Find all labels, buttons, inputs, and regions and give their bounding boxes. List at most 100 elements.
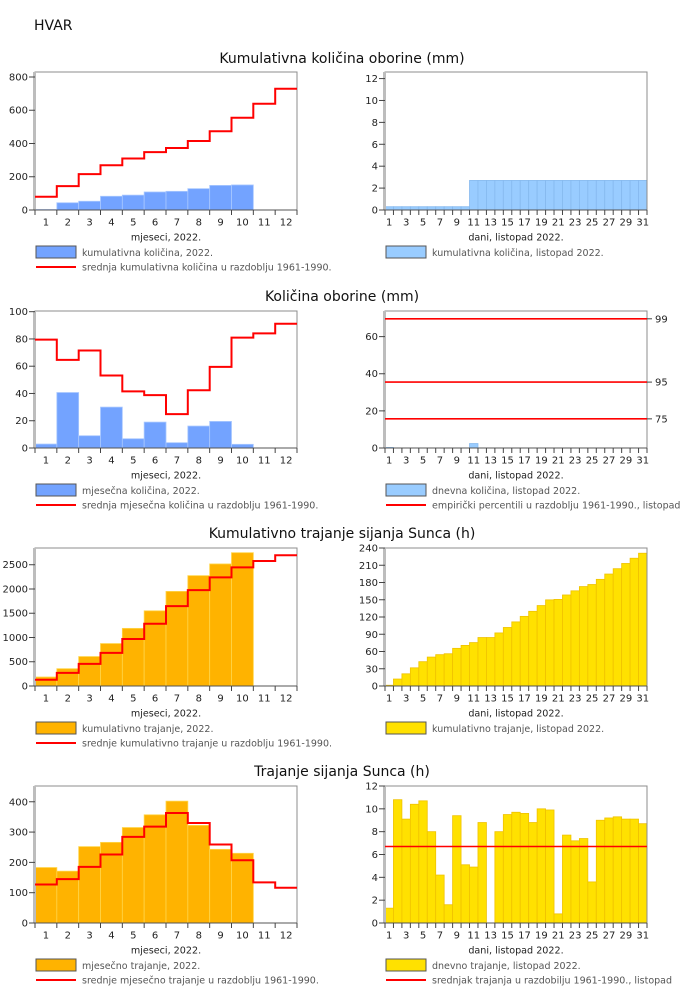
bar xyxy=(78,435,101,449)
bar xyxy=(143,610,167,687)
y-tick-label: 1500 xyxy=(3,609,28,620)
x-tick-label: 25 xyxy=(586,456,599,467)
y-tick-label: 0 xyxy=(22,919,28,930)
bar xyxy=(384,907,394,924)
x-tick-label: 12 xyxy=(280,456,293,467)
section-title-sunshine: Trajanje sijanja Sunca (h) xyxy=(253,764,430,780)
x-tick-label: 7 xyxy=(437,931,443,942)
x-tick-label: 1 xyxy=(386,694,392,705)
bar xyxy=(452,815,462,924)
bar xyxy=(536,808,546,924)
bar xyxy=(100,406,123,449)
x-tick-label: 7 xyxy=(174,694,180,705)
bar xyxy=(612,180,623,211)
y-tick-label: 100 xyxy=(9,888,28,899)
x-tick-label: 21 xyxy=(552,456,565,467)
bar xyxy=(100,195,123,211)
y-tick-label: 2000 xyxy=(3,584,28,595)
x-tick-label: 6 xyxy=(152,218,158,229)
legend-label: mjesečna količina, 2022. xyxy=(82,486,200,497)
x-tick-label: 5 xyxy=(130,931,136,942)
x-tick-label: 31 xyxy=(636,456,649,467)
bar xyxy=(612,568,623,687)
x-tick-label: 8 xyxy=(196,694,202,705)
bar xyxy=(426,656,437,687)
y-tick-label: 400 xyxy=(9,139,28,150)
bar xyxy=(121,627,145,687)
bar xyxy=(435,654,445,687)
x-tick-label: 19 xyxy=(535,218,548,229)
y-tick-label: 40 xyxy=(15,389,28,400)
bar xyxy=(536,180,546,211)
y-tick-label: 2500 xyxy=(3,560,28,571)
x-tick-label: 17 xyxy=(518,218,531,229)
x-tick-label: 29 xyxy=(620,456,633,467)
bar xyxy=(621,818,631,924)
x-tick-label: 1 xyxy=(43,694,49,705)
x-tick-label: 10 xyxy=(236,694,249,705)
x-tick-label: 17 xyxy=(518,456,531,467)
y-tick-label: 60 xyxy=(15,362,28,373)
x-tick-label: 9 xyxy=(454,456,460,467)
bar xyxy=(629,180,639,211)
y-tick-label: 2 xyxy=(372,896,378,907)
bar xyxy=(418,800,428,924)
plot-background xyxy=(35,72,297,210)
bar xyxy=(143,814,167,924)
x-tick-label: 23 xyxy=(569,931,582,942)
x-tick-label: 9 xyxy=(454,218,460,229)
bar xyxy=(519,615,530,687)
y-tick-label: 60 xyxy=(365,332,378,343)
x-tick-label: 27 xyxy=(603,218,616,229)
bar xyxy=(34,676,58,687)
x-tick-label: 8 xyxy=(196,456,202,467)
bar xyxy=(595,578,606,687)
x-tick-label: 25 xyxy=(586,931,599,942)
legend: mjesečno trajanje, 2022. srednje mjesečn… xyxy=(35,958,319,987)
bar xyxy=(629,557,639,687)
y-tick-label: 80 xyxy=(15,334,28,345)
legend-label: kumulativna količina, 2022. xyxy=(82,248,213,259)
bar xyxy=(34,443,58,449)
x-tick-label: 3 xyxy=(403,218,409,229)
series-line xyxy=(35,322,297,416)
bar xyxy=(469,866,479,924)
bar xyxy=(56,392,80,449)
legend-label: empirički percentili u razdoblju 1961-19… xyxy=(432,501,680,512)
bar xyxy=(528,180,538,211)
x-tick-label: 9 xyxy=(217,931,223,942)
bar xyxy=(587,584,597,687)
bar xyxy=(435,874,445,924)
bar xyxy=(209,848,232,924)
x-tick-label: 15 xyxy=(501,931,514,942)
x-tick-label: 23 xyxy=(569,218,582,229)
x-tick-label: 5 xyxy=(420,218,426,229)
bar xyxy=(494,180,504,211)
x-tick-label: 21 xyxy=(552,694,565,705)
x-axis-label: mjeseci, 2022. xyxy=(131,946,201,957)
x-tick-label: 6 xyxy=(152,456,158,467)
legend: kumulativna količina, listopad 2022. xyxy=(385,245,604,259)
bar xyxy=(578,586,589,687)
y-tick-label: 6 xyxy=(372,850,378,861)
x-tick-label: 9 xyxy=(454,931,460,942)
bar xyxy=(165,190,189,211)
y-tick-label: 0 xyxy=(372,206,378,217)
y-tick-label: 8 xyxy=(372,827,378,838)
x-tick-label: 5 xyxy=(420,694,426,705)
y-tick-label: 8 xyxy=(372,118,378,129)
x-tick-label: 4 xyxy=(108,931,114,942)
bar xyxy=(121,194,145,211)
bar xyxy=(231,443,254,449)
bar xyxy=(231,552,254,687)
legend-swatch xyxy=(385,721,427,735)
legend-label: kumulativna količina, listopad 2022. xyxy=(432,248,604,259)
bar xyxy=(401,673,411,687)
bar xyxy=(553,599,563,687)
x-tick-label: 15 xyxy=(501,456,514,467)
